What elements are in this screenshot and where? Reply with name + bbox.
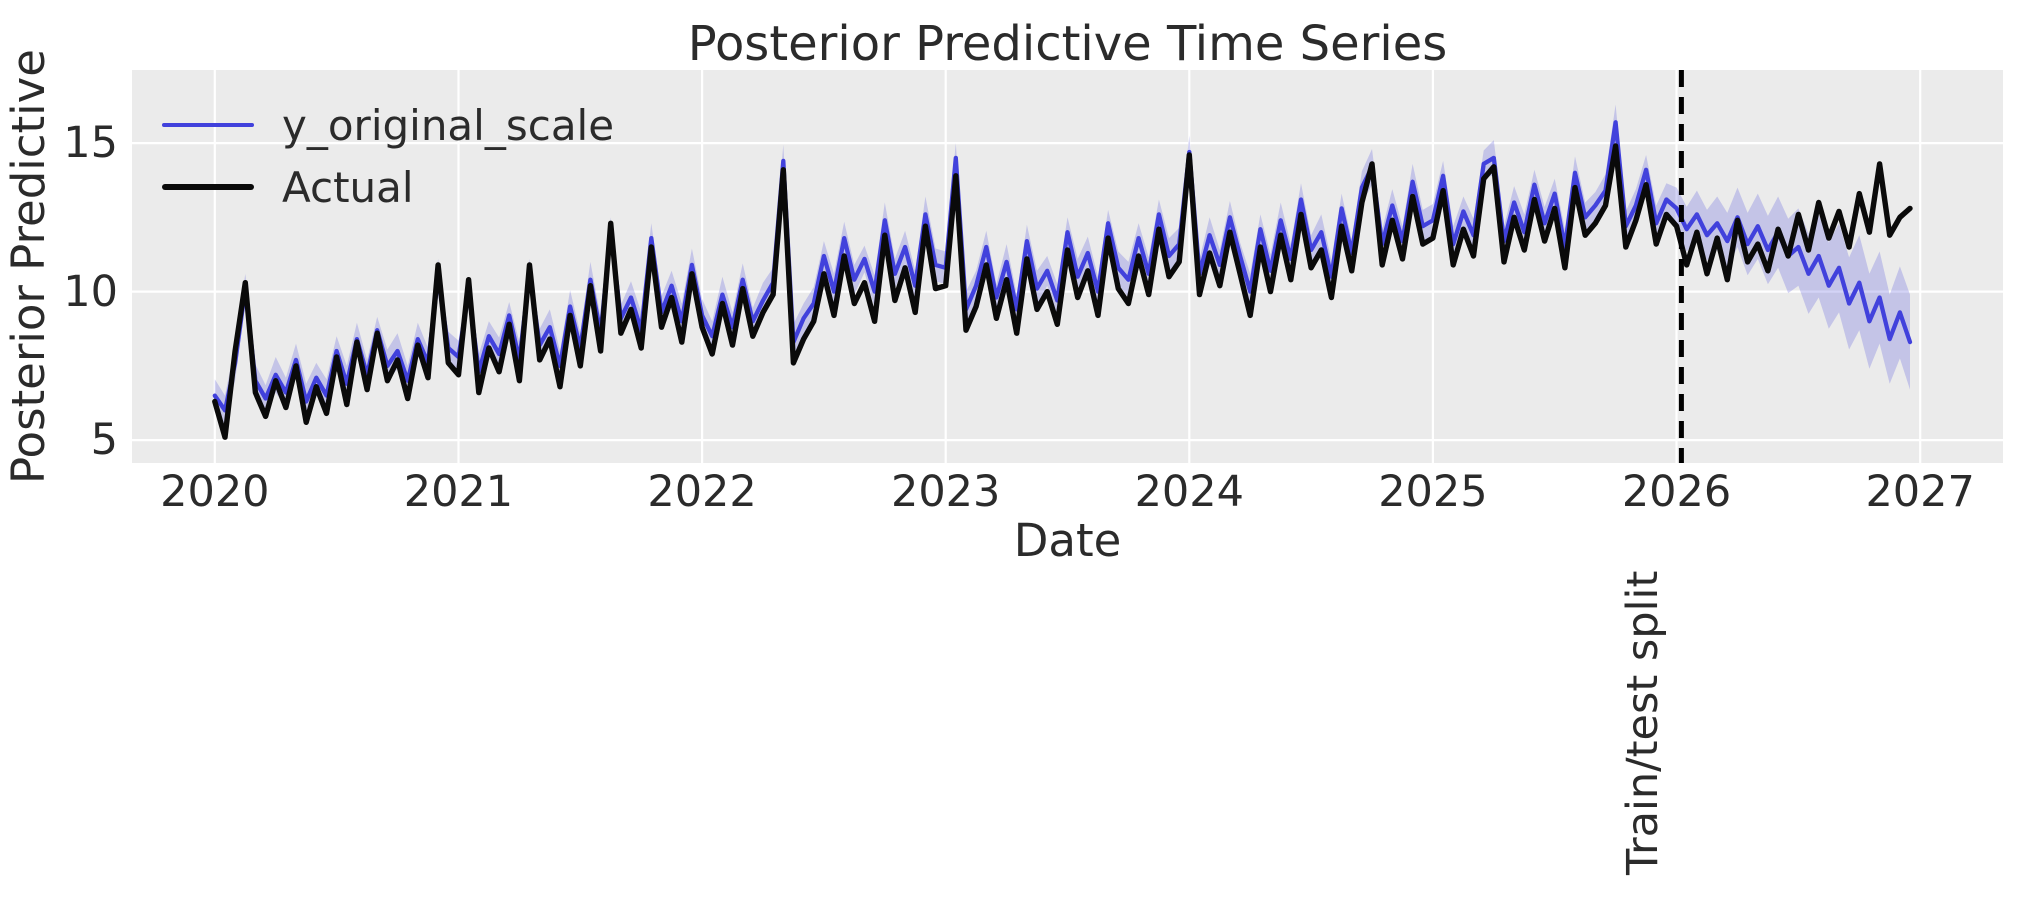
actual-line (212, 143, 1913, 440)
legend-item-predicted: y_original_scale (162, 100, 614, 150)
predicted-line (212, 120, 1913, 413)
y-tick-label: 15 (63, 118, 118, 169)
legend-line-sample-actual (162, 184, 254, 190)
x-tick-label: 2026 (1621, 467, 1732, 517)
x-tick-label: 2020 (160, 467, 270, 517)
x-tick-label: 2025 (1378, 467, 1488, 517)
legend-label-predicted: y_original_scale (282, 100, 615, 150)
plot-panel: y_original_scale Actual (132, 70, 2003, 463)
x-tick-label: 2024 (1134, 467, 1245, 517)
x-tick-label: 2027 (1865, 467, 1975, 517)
plot-svg (132, 70, 2003, 463)
legend-item-actual: Actual (162, 162, 614, 212)
x-tick-label: 2023 (890, 467, 1001, 517)
train-test-split-label: Train/test split (1618, 570, 1668, 876)
x-tick-label: 2022 (647, 467, 757, 517)
y-tick-label: 5 (90, 415, 118, 466)
chart-title: Posterior Predictive Time Series (687, 16, 1448, 72)
y-tick-label: 10 (63, 266, 118, 317)
legend-line-sample-predicted (162, 122, 254, 128)
x-tick-label: 2021 (403, 467, 514, 517)
x-axis-label: Date (1013, 514, 1122, 567)
legend-label-actual: Actual (282, 162, 414, 212)
legend: y_original_scale Actual (162, 100, 614, 224)
